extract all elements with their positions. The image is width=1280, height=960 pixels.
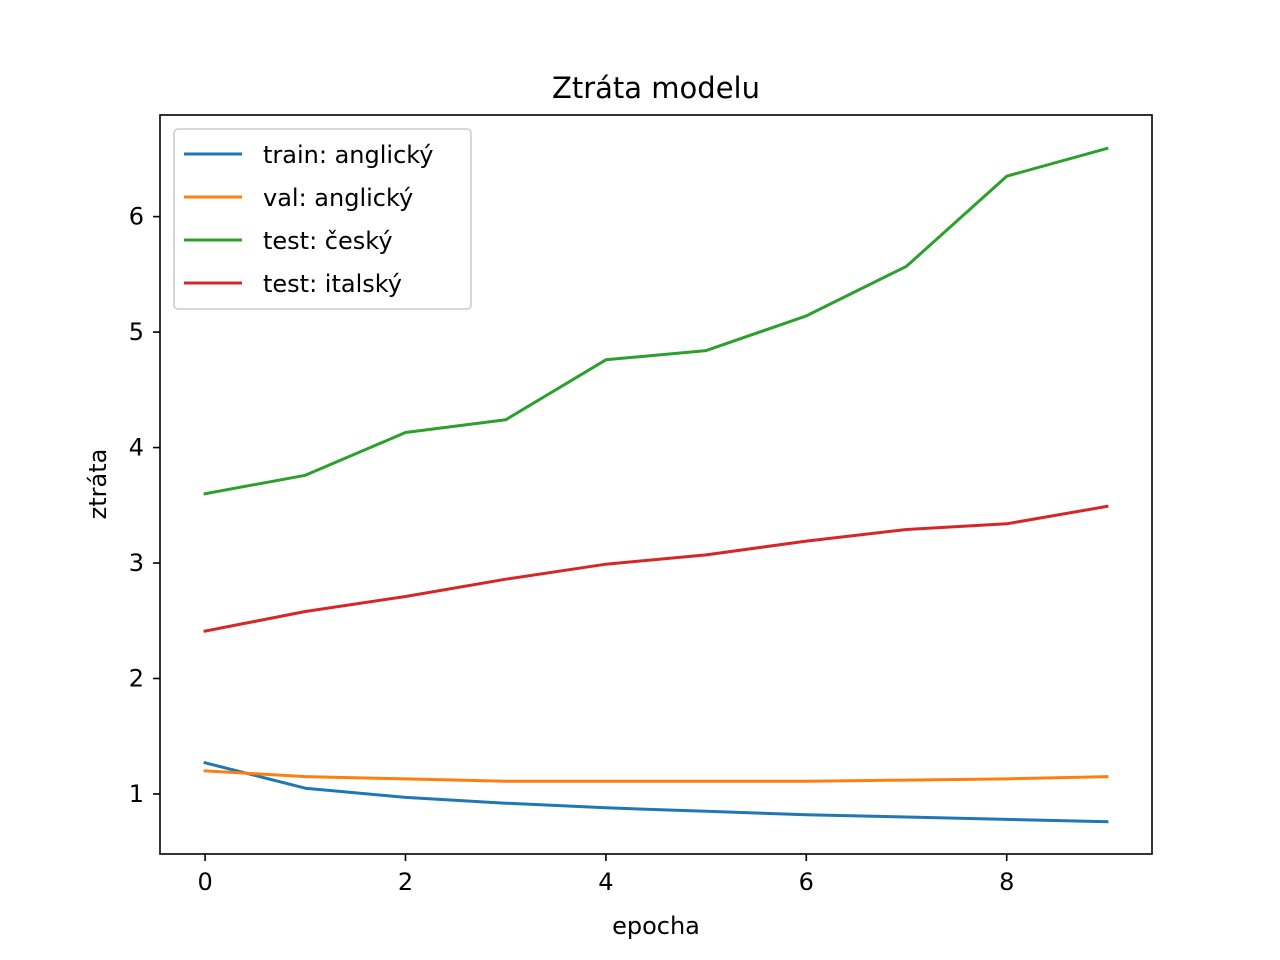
legend-label-3: test: italský — [263, 270, 402, 298]
y-tick-label: 5 — [129, 318, 144, 346]
y-tick-label: 6 — [129, 203, 144, 231]
x-axis: 0 2 4 6 8 — [197, 854, 1014, 896]
series-lines — [203, 146, 1109, 824]
y-tick-label: 4 — [129, 434, 144, 462]
series-line-2 — [203, 146, 1109, 496]
legend-label-0: train: anglický — [263, 141, 434, 169]
y-axis-label: ztráta — [84, 449, 112, 520]
y-tick-label: 2 — [129, 664, 144, 692]
series-line-3 — [203, 504, 1109, 633]
legend-label-2: test: český — [263, 227, 393, 255]
x-tick-label: 8 — [999, 868, 1014, 896]
legend-label-1: val: anglický — [263, 184, 413, 212]
x-tick-label: 0 — [197, 868, 212, 896]
x-tick-label: 6 — [799, 868, 814, 896]
y-tick-label: 1 — [129, 780, 144, 808]
legend-box — [173, 128, 472, 310]
series-line-1 — [203, 769, 1109, 783]
series-line-0 — [203, 760, 1109, 824]
x-axis-label: epocha — [612, 912, 700, 940]
plot-area — [159, 114, 1153, 855]
chart-title: Ztráta modelu — [552, 71, 760, 105]
y-tick-label: 3 — [129, 549, 144, 577]
x-tick-label: 4 — [598, 868, 613, 896]
y-axis: 1 2 3 4 5 6 — [129, 203, 160, 808]
x-tick-label: 2 — [398, 868, 413, 896]
plot-frame — [159, 114, 1153, 855]
legend: train: anglický val: anglický test: český t… — [173, 128, 472, 310]
